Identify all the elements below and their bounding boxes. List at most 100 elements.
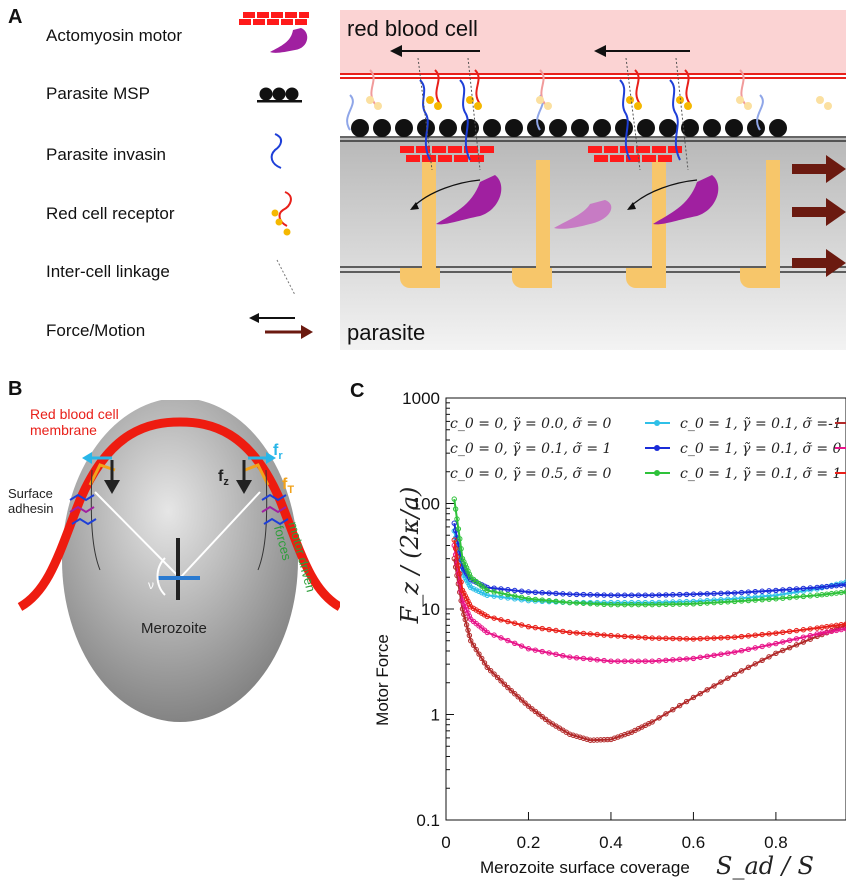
series-point bbox=[594, 737, 600, 743]
series-point bbox=[608, 632, 614, 639]
series-point bbox=[476, 651, 482, 657]
series-point bbox=[615, 592, 621, 598]
series-point bbox=[491, 615, 497, 621]
series-point bbox=[697, 600, 703, 607]
panel-a-illustration bbox=[340, 10, 846, 350]
x-tick-label: 0.6 bbox=[682, 833, 706, 852]
series-point bbox=[773, 640, 779, 647]
series-point bbox=[690, 694, 697, 701]
series-point bbox=[649, 601, 655, 608]
series-point bbox=[553, 590, 559, 597]
parasite-label: parasite bbox=[347, 320, 426, 345]
series-point bbox=[766, 654, 772, 660]
series-point bbox=[759, 643, 765, 650]
series-point bbox=[601, 737, 607, 743]
series-point bbox=[498, 617, 504, 623]
series-point bbox=[518, 588, 525, 594]
legend-entry-col1: c_0 = 0, γ̃ = 0.5, σ̃ = 0 bbox=[450, 466, 612, 482]
series-point bbox=[451, 520, 457, 526]
invasin-icon bbox=[270, 133, 282, 169]
series-point bbox=[532, 589, 539, 596]
series-point bbox=[828, 628, 835, 635]
force-arrows-right bbox=[792, 155, 846, 277]
series-point bbox=[731, 590, 738, 596]
legend-entry-col2: c_0 = 1, γ̃ = 0.1, σ̃ = 1 bbox=[680, 466, 841, 482]
series-point bbox=[567, 629, 573, 636]
series-line-3 bbox=[453, 558, 846, 742]
series-point bbox=[725, 590, 731, 596]
series-point bbox=[738, 668, 745, 674]
series-point bbox=[780, 587, 786, 593]
series-point bbox=[608, 658, 614, 664]
series-point bbox=[625, 730, 631, 737]
series-point bbox=[697, 654, 703, 661]
series-point bbox=[786, 637, 793, 644]
series-point bbox=[594, 631, 600, 638]
series-point bbox=[512, 691, 518, 697]
series-point bbox=[615, 633, 621, 639]
series-point bbox=[525, 646, 532, 652]
legend-receptor-label: Red cell receptor bbox=[46, 204, 175, 223]
series-point bbox=[525, 596, 532, 602]
series-point bbox=[725, 675, 731, 681]
actomyosin-motor-icon bbox=[239, 12, 309, 53]
series-point bbox=[759, 588, 765, 594]
series-point bbox=[780, 639, 786, 645]
series-point bbox=[621, 601, 628, 608]
x-tick-label: 0.4 bbox=[599, 833, 623, 852]
series-point bbox=[697, 635, 703, 642]
series-point bbox=[635, 592, 642, 598]
series-point bbox=[560, 628, 566, 635]
series-point bbox=[462, 604, 468, 610]
series-point bbox=[573, 630, 580, 636]
series-point bbox=[487, 667, 494, 674]
series-point bbox=[766, 593, 772, 599]
series-point bbox=[731, 598, 738, 605]
series-point bbox=[522, 700, 528, 706]
series-point bbox=[786, 628, 793, 635]
series-point bbox=[505, 595, 511, 601]
legend-marker-col1 bbox=[654, 420, 660, 426]
series-point bbox=[608, 601, 614, 608]
angle-label: ν bbox=[148, 578, 154, 592]
series-point bbox=[745, 589, 752, 595]
series-point bbox=[656, 715, 662, 721]
series-point bbox=[656, 592, 662, 598]
legend-entry-col1: c_0 = 0, γ̃ = 0.1, σ̃ = 1 bbox=[450, 441, 611, 457]
panel-a-legend-icons bbox=[239, 12, 313, 339]
series-point bbox=[473, 607, 479, 613]
series-point bbox=[773, 596, 779, 602]
series-point bbox=[462, 616, 468, 623]
legend-entry-col2: c_0 = 1, γ̃ = 0.1, σ̃ = 0 bbox=[680, 441, 842, 457]
series-point bbox=[587, 631, 594, 637]
series-point bbox=[573, 600, 580, 606]
series-point bbox=[465, 568, 471, 574]
series-point bbox=[560, 591, 566, 597]
series-point bbox=[466, 632, 473, 639]
legend-entry-col1: c_0 = 0, γ̃ = 0.0, σ̃ = 0 bbox=[450, 416, 612, 432]
series-point bbox=[505, 684, 511, 691]
rbc-membrane-curve bbox=[17, 417, 340, 611]
series-point bbox=[642, 658, 649, 664]
series-point bbox=[536, 711, 542, 717]
series-point bbox=[604, 736, 611, 743]
series-point bbox=[780, 647, 786, 654]
series-point bbox=[594, 592, 600, 598]
motor-force-chart: 0.1 1 10 100 1000 0 0.2 0.4 0.6 0.8 Merozoite surf… bbox=[373, 389, 846, 880]
series-point bbox=[463, 607, 470, 613]
series-point bbox=[690, 655, 697, 662]
series-point bbox=[628, 634, 635, 640]
linkage-icon bbox=[276, 259, 296, 296]
series-point bbox=[601, 601, 607, 607]
series-point bbox=[468, 604, 474, 610]
series-point bbox=[800, 585, 807, 592]
series-point bbox=[690, 636, 697, 642]
surface-adhesin-label: Surface adhesin bbox=[8, 486, 54, 516]
force-arrows-icon bbox=[249, 313, 313, 339]
series-point bbox=[738, 633, 745, 640]
series-point bbox=[621, 633, 628, 640]
series-point bbox=[466, 601, 473, 607]
panel-b-illustration bbox=[17, 400, 340, 722]
series-point bbox=[670, 707, 676, 713]
series-point bbox=[731, 649, 738, 655]
